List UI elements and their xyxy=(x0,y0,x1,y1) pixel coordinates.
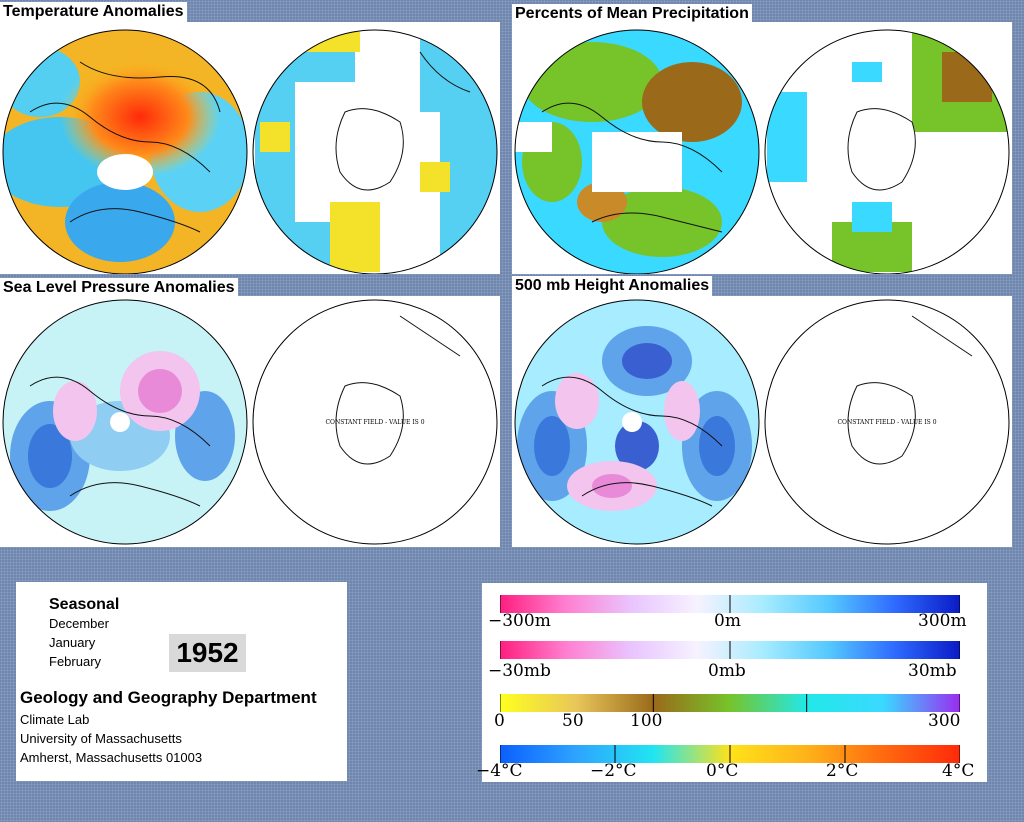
pressure-label-mid: 0mb xyxy=(708,661,746,681)
height-label-min: −300m xyxy=(488,611,551,631)
pressure-label-min: −30mb xyxy=(488,661,551,681)
precip-colorbar-fill xyxy=(500,694,960,712)
department: Geology and Geography Department xyxy=(20,688,317,707)
precipitation-map-north xyxy=(515,30,759,274)
precip-label-1: 50 xyxy=(562,711,584,731)
info-box: Seasonal December January February 1952 … xyxy=(16,582,347,781)
temp-label-4: 4°C xyxy=(942,761,975,781)
height500-title: 500 mb Height Anomalies xyxy=(512,276,713,296)
pressure-label-max: 30mb xyxy=(908,661,957,681)
temperature-title: Temperature Anomalies xyxy=(0,2,187,22)
month-2: January xyxy=(49,635,96,650)
legend-box: −300m 0m 300m −30mb 0mb 30mb 0 50 100 30… xyxy=(476,583,987,782)
slp-constant-text: CONSTANT FIELD - VALUE IS 0 xyxy=(325,419,424,426)
precipitation-title: Percents of Mean Precipitation xyxy=(512,4,752,24)
university: University of Massachusetts xyxy=(20,731,182,746)
temperature-map-north xyxy=(3,30,247,274)
height500-constant-text: CONSTANT FIELD - VALUE IS 0 xyxy=(837,419,936,426)
month-1: December xyxy=(49,616,109,631)
temperature-map-south xyxy=(253,30,497,274)
slp-map-north xyxy=(3,300,247,544)
slp-maps: CONSTANT FIELD - VALUE IS 0 xyxy=(0,296,500,547)
height-label-max: 300m xyxy=(918,611,967,631)
lab: Climate Lab xyxy=(20,712,90,727)
address: Amherst, Massachusetts 01003 xyxy=(20,750,203,765)
slp-title: Sea Level Pressure Anomalies xyxy=(0,278,238,298)
height500-map-north xyxy=(515,300,759,544)
seasonal-label: Seasonal xyxy=(49,596,120,613)
month-3: February xyxy=(49,654,102,669)
temp-label-3: 2°C xyxy=(826,761,859,781)
height-label-mid: 0m xyxy=(714,611,741,631)
precipitation-map-south xyxy=(765,30,1009,274)
temperature-maps xyxy=(0,22,500,274)
temp-label-1: −2°C xyxy=(590,761,637,781)
year-badge: 1952 xyxy=(169,634,246,672)
slp-map-south xyxy=(252,299,498,545)
temp-label-0: −4°C xyxy=(476,761,523,781)
precipitation-maps xyxy=(512,22,1012,274)
temp-label-2: 0°C xyxy=(706,761,739,781)
precip-label-0: 0 xyxy=(494,711,505,731)
precip-label-2: 100 xyxy=(630,711,663,731)
height500-map-south xyxy=(764,299,1010,545)
precip-colorbar xyxy=(500,694,960,712)
height-colorbar xyxy=(500,595,960,613)
pressure-colorbar xyxy=(500,641,960,659)
height500-maps: CONSTANT FIELD - VALUE IS 0 xyxy=(512,296,1012,547)
precip-label-3: 300 xyxy=(928,711,961,731)
temp-colorbar xyxy=(500,745,960,763)
